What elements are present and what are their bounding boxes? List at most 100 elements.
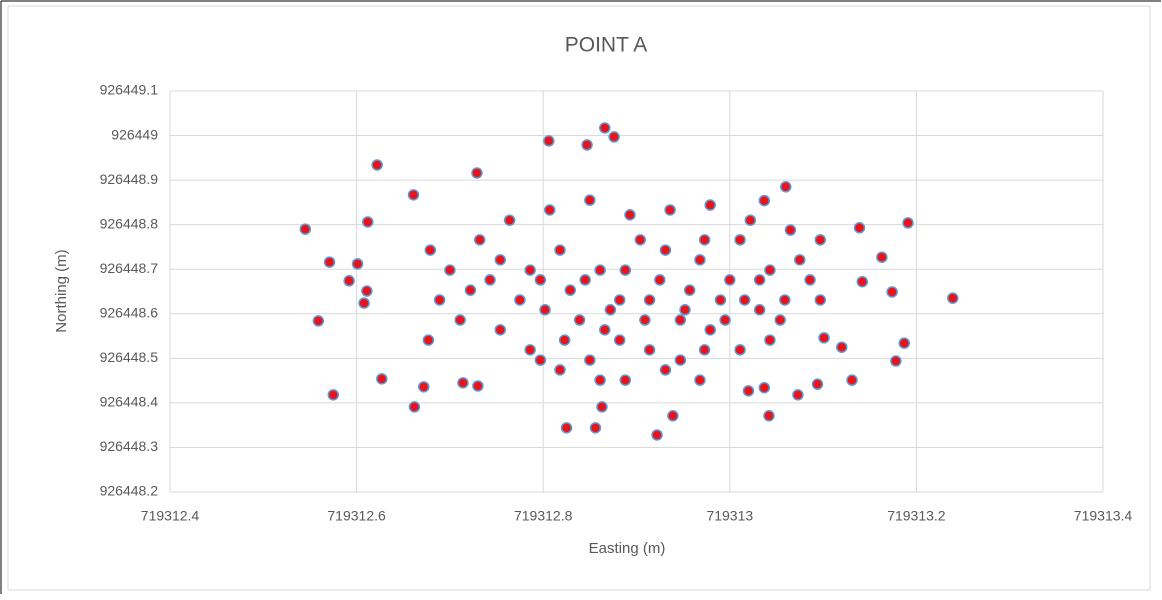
chart-title: POINT A bbox=[565, 34, 647, 57]
point bbox=[474, 234, 486, 246]
point bbox=[424, 244, 437, 256]
point bbox=[584, 354, 596, 366]
point bbox=[780, 181, 792, 193]
point bbox=[543, 135, 555, 147]
point bbox=[554, 364, 566, 376]
point bbox=[579, 274, 591, 286]
point bbox=[886, 286, 898, 298]
point bbox=[407, 189, 420, 201]
point bbox=[667, 410, 679, 422]
x-tick-label: 719312.4 bbox=[141, 508, 200, 524]
point bbox=[457, 377, 469, 389]
point bbox=[343, 275, 355, 287]
point bbox=[890, 355, 902, 367]
y-tick-label: 926448.6 bbox=[100, 304, 159, 320]
y-tick-label: 926449.1 bbox=[100, 82, 159, 98]
point bbox=[599, 324, 611, 336]
point bbox=[454, 314, 466, 326]
point bbox=[704, 199, 716, 211]
point bbox=[494, 254, 507, 266]
point bbox=[619, 374, 632, 386]
point bbox=[651, 429, 663, 441]
point bbox=[763, 410, 775, 422]
point bbox=[433, 294, 446, 306]
point bbox=[554, 244, 566, 256]
point bbox=[503, 214, 516, 226]
point bbox=[836, 341, 848, 353]
point bbox=[764, 334, 776, 346]
point bbox=[539, 304, 551, 316]
point bbox=[818, 332, 830, 344]
point bbox=[514, 294, 526, 306]
point bbox=[758, 194, 771, 207]
y-tick-label: 926448.3 bbox=[100, 438, 159, 454]
point bbox=[494, 324, 507, 336]
point bbox=[361, 285, 373, 297]
point bbox=[534, 274, 547, 286]
point bbox=[358, 297, 370, 309]
point bbox=[694, 374, 706, 386]
point bbox=[659, 244, 672, 256]
point bbox=[698, 344, 711, 356]
y-tick-label: 926449 bbox=[111, 126, 158, 142]
point bbox=[604, 304, 617, 316]
point bbox=[560, 422, 573, 434]
point bbox=[444, 264, 456, 276]
y-tick-label: 926448.8 bbox=[100, 215, 159, 231]
y-tick-label: 926448.7 bbox=[100, 260, 159, 276]
point bbox=[853, 222, 866, 234]
point bbox=[643, 294, 656, 306]
point bbox=[811, 378, 824, 390]
point bbox=[613, 334, 626, 346]
point bbox=[784, 224, 797, 236]
x-axis-label: Easting (m) bbox=[589, 540, 666, 557]
point bbox=[774, 314, 786, 326]
x-tick-label: 719313.2 bbox=[887, 508, 946, 524]
point bbox=[792, 389, 804, 401]
point bbox=[534, 354, 547, 366]
point bbox=[704, 324, 716, 336]
point bbox=[742, 385, 755, 397]
point bbox=[327, 389, 340, 401]
point bbox=[472, 380, 484, 392]
point bbox=[876, 251, 888, 263]
point bbox=[619, 264, 632, 276]
point bbox=[581, 139, 593, 151]
point bbox=[753, 274, 766, 286]
point bbox=[408, 401, 421, 413]
point bbox=[524, 344, 536, 356]
point bbox=[814, 234, 827, 246]
point bbox=[371, 159, 383, 171]
point bbox=[589, 422, 602, 434]
point bbox=[654, 274, 666, 286]
point bbox=[679, 304, 691, 316]
point bbox=[674, 354, 687, 366]
point bbox=[694, 254, 706, 266]
point bbox=[564, 284, 577, 296]
point bbox=[804, 274, 816, 286]
point bbox=[898, 337, 911, 349]
point bbox=[719, 314, 731, 326]
point bbox=[422, 334, 435, 346]
point bbox=[794, 254, 806, 266]
point bbox=[724, 274, 736, 286]
point bbox=[524, 264, 536, 276]
point bbox=[573, 314, 586, 326]
point bbox=[659, 364, 672, 376]
x-tick-label: 719313.4 bbox=[1074, 508, 1133, 524]
point bbox=[634, 234, 646, 246]
chart-frame bbox=[7, 5, 1151, 591]
point bbox=[543, 204, 556, 216]
point bbox=[902, 217, 914, 229]
point bbox=[584, 194, 596, 206]
point bbox=[738, 294, 751, 306]
point bbox=[947, 292, 959, 304]
point bbox=[624, 209, 636, 221]
point bbox=[683, 284, 696, 296]
y-axis-label: Northing (m) bbox=[53, 249, 70, 332]
point bbox=[376, 373, 388, 385]
point bbox=[418, 381, 430, 393]
point bbox=[484, 274, 496, 286]
